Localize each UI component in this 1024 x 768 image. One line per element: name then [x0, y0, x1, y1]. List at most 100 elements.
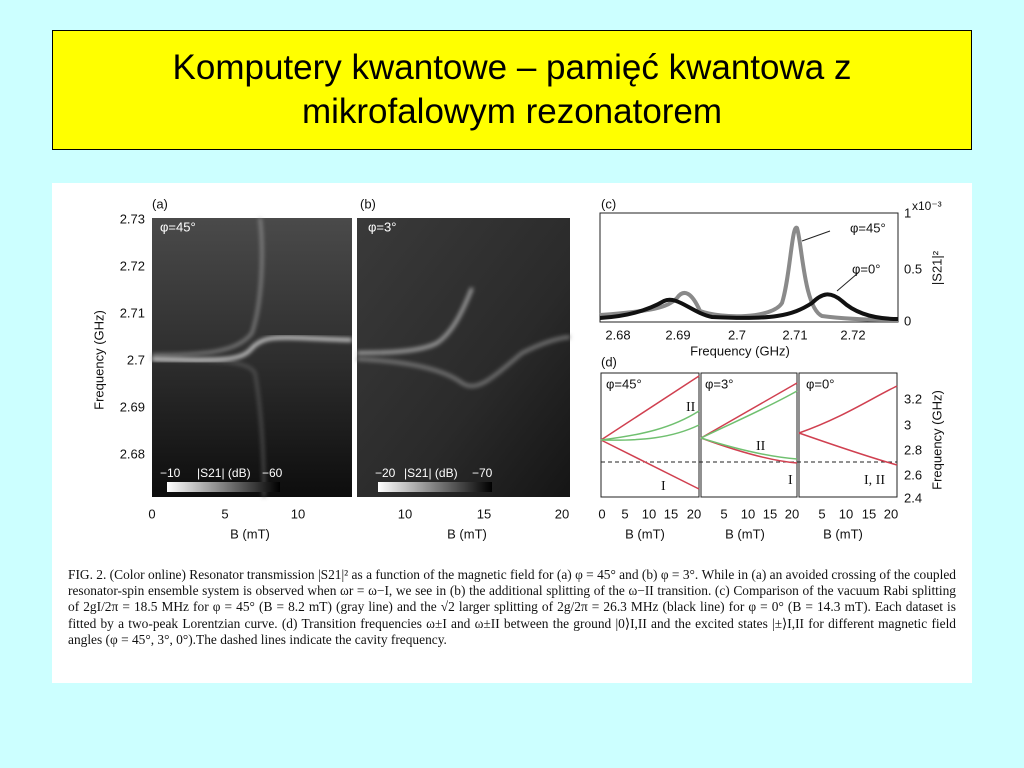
- colorbar-label: |S21| (dB): [197, 466, 251, 480]
- annotation-pointer: [801, 230, 831, 242]
- colorbar-label: |S21| (dB): [404, 466, 458, 480]
- colorbar: [167, 482, 280, 492]
- resonance-trace: [356, 287, 474, 355]
- transition-curve: [600, 439, 700, 490]
- x-tick-label: 2.69: [665, 327, 690, 342]
- panel-label: (a): [152, 196, 168, 211]
- y-tick-label: 1: [904, 205, 911, 220]
- x-tick-label: 15: [862, 506, 876, 521]
- transition-curve: [700, 382, 798, 439]
- x-tick-label: 2.72: [840, 327, 865, 342]
- x-tick-label: 5: [621, 506, 628, 521]
- curve-black: [599, 292, 899, 321]
- colorbar: [378, 482, 492, 492]
- x-tick-label: 0: [598, 506, 605, 521]
- curve-gray: [599, 225, 899, 322]
- curve-label: I, II: [864, 473, 885, 488]
- curve-annotation: φ=45°: [850, 220, 886, 235]
- x-tick-label: 5: [720, 506, 727, 521]
- resonance-trace: [151, 336, 353, 362]
- x-tick-label: 15: [477, 506, 491, 521]
- x-tick-label: 5: [221, 506, 228, 521]
- transition-curve: [798, 432, 898, 466]
- x-tick-label: 15: [664, 506, 678, 521]
- annotation-pointer: [836, 272, 859, 292]
- y-tick-label: 2.8: [904, 442, 922, 457]
- x-axis-label: B (mT): [725, 526, 765, 541]
- y-tick-label: 0.5: [904, 261, 922, 276]
- y-tick-label: 2.7: [127, 352, 145, 367]
- y-axis-label: Frequency (GHz): [91, 310, 106, 410]
- x-axis-label: B (mT): [447, 526, 487, 541]
- x-tick-label: 0: [148, 506, 155, 521]
- x-tick-label: 10: [741, 506, 755, 521]
- y-tick-label: 3.2: [904, 391, 922, 406]
- x-tick-label: 15: [763, 506, 777, 521]
- x-tick-label: 10: [642, 506, 656, 521]
- transition-curve: [600, 424, 700, 441]
- heatmap-a: [152, 218, 352, 497]
- y-tick-label: 2.73: [120, 211, 145, 226]
- slide-title: Komputery kwantowe – pamięć kwantowa z m…: [172, 48, 852, 131]
- y-axis-label: |S21|²: [929, 250, 944, 285]
- subpanel-title: φ=45°: [606, 376, 642, 391]
- y-tick-label: 2.69: [120, 399, 145, 414]
- subpanel-title: φ=3°: [705, 376, 733, 391]
- x-axis-label: Frequency (GHz): [690, 343, 790, 358]
- x-axis-label: B (mT): [230, 526, 270, 541]
- figure-plots: (a) φ=45° −10 |S21| (dB) −60 2.73 2.72 2…: [91, 196, 944, 541]
- resonance-trace: [356, 335, 571, 388]
- transition-curve: [600, 375, 700, 441]
- x-tick-label: 10: [291, 506, 305, 521]
- resonance-trace: [151, 217, 263, 356]
- subplot-frame: [700, 372, 798, 498]
- y-tick-label: 0: [904, 313, 911, 328]
- title-box: Komputery kwantowe – pamięć kwantowa z m…: [52, 30, 972, 150]
- colorbar-label: −10: [160, 466, 181, 480]
- y-tick-label: 2.71: [120, 305, 145, 320]
- plot-frame: [599, 212, 899, 323]
- subpanel-title: φ=0°: [806, 376, 834, 391]
- panel-label: (b): [360, 196, 376, 211]
- transition-curve: [600, 410, 700, 441]
- y-tick-label: 2.68: [120, 446, 145, 461]
- figure: (a) φ=45° −10 |S21| (dB) −60 2.73 2.72 2…: [52, 183, 972, 683]
- x-tick-label: 20: [884, 506, 898, 521]
- heatmap-b: [357, 218, 570, 497]
- colorbar-label: −70: [472, 466, 493, 480]
- y-tick-label: 2.72: [120, 258, 145, 273]
- panel-annotation: φ=45°: [160, 219, 196, 234]
- x-axis-label: B (mT): [823, 526, 863, 541]
- panel-label: (d): [601, 354, 617, 369]
- x-tick-label: 5: [818, 506, 825, 521]
- x-tick-label: 10: [839, 506, 853, 521]
- figure-caption: FIG. 2. (Color online) Resonator transmi…: [68, 567, 956, 647]
- curve-label: II: [686, 400, 696, 415]
- curve-label: I: [788, 473, 793, 488]
- x-axis-label: B (mT): [625, 526, 665, 541]
- x-tick-label: 2.68: [605, 327, 630, 342]
- y-tick-label: 3: [904, 417, 911, 432]
- x-tick-label: 20: [687, 506, 701, 521]
- transition-curve: [798, 385, 898, 434]
- y-multiplier: x10⁻³: [912, 199, 942, 213]
- curve-label: II: [756, 439, 766, 454]
- x-tick-label: 20: [785, 506, 799, 521]
- subplot-frame: [600, 372, 700, 498]
- y-tick-label: 2.6: [904, 467, 922, 482]
- x-tick-label: 20: [555, 506, 569, 521]
- panel-annotation: φ=3°: [368, 219, 396, 234]
- x-tick-label: 2.71: [782, 327, 807, 342]
- x-tick-label: 10: [398, 506, 412, 521]
- subplot-frame: [798, 372, 898, 498]
- y-tick-label: 2.4: [904, 490, 922, 505]
- curve-label: I: [661, 479, 666, 494]
- y-axis-label: Frequency (GHz): [929, 390, 944, 490]
- colorbar-label: −20: [375, 466, 396, 480]
- x-tick-label: 2.7: [728, 327, 746, 342]
- curve-annotation: φ=0°: [852, 261, 880, 276]
- transition-curve: [700, 437, 798, 460]
- colorbar-label: −60: [262, 466, 283, 480]
- panel-label: (c): [601, 196, 616, 211]
